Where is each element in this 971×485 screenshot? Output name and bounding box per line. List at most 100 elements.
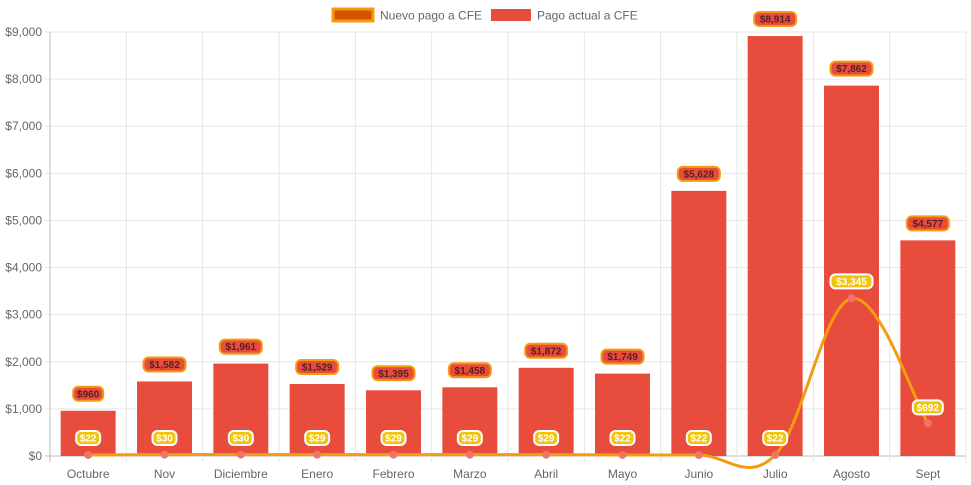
line-value-label-bg	[609, 430, 636, 446]
line-value-label: $22	[767, 434, 784, 445]
line-point[interactable]	[236, 450, 245, 459]
x-tick-label: Marzo	[453, 467, 487, 481]
bar-series	[60, 36, 956, 457]
x-tick-label: Octubre	[67, 467, 110, 481]
x-axis: Octubre Nov Diciembre Enero Febrero Marzo Abri…	[67, 467, 941, 481]
legend-label-actual: Pago actual a CFE	[537, 9, 638, 23]
x-tick-label: Nov	[154, 467, 175, 481]
line-point[interactable]	[847, 294, 856, 303]
line-value-label-bg	[762, 430, 789, 446]
line-value-label-bg	[151, 430, 178, 446]
bar-value-label: $8,914	[760, 15, 791, 26]
bar-value-label: $1,961	[226, 342, 257, 353]
bar-value-label-bg	[218, 338, 263, 355]
legend[interactable]: Nuevo pago a CFE Pago actual a CFE	[331, 7, 638, 23]
line-value-label: $22	[80, 434, 97, 445]
x-tick-label: Febrero	[372, 467, 414, 481]
bar-value-label-bg	[753, 11, 798, 28]
bar[interactable]	[824, 85, 879, 457]
y-tick-label: $3,000	[5, 308, 42, 322]
line-value-label-bg	[685, 430, 712, 446]
line-value-label-bg	[380, 430, 407, 446]
line-value-label: $22	[614, 434, 631, 445]
bar-value-label-bg	[295, 358, 340, 375]
x-tick-label: Abril	[534, 467, 558, 481]
line-value-label: $30	[232, 434, 249, 445]
line-point[interactable]	[389, 450, 398, 459]
bar-value-label: $4,577	[913, 219, 944, 230]
line-value-label: $29	[461, 434, 478, 445]
y-tick-label: $4,000	[5, 261, 42, 275]
line-value-label: $692	[917, 403, 940, 414]
line-value-label: $30	[156, 434, 173, 445]
bar-value-label: $7,862	[836, 64, 867, 75]
line-point[interactable]	[542, 450, 551, 459]
x-tick-label: Julio	[763, 467, 788, 481]
legend-swatch-nuevo	[331, 7, 375, 23]
bar-value-label: $960	[77, 389, 100, 400]
bar-value-label: $1,529	[302, 362, 333, 373]
line-value-label-bg	[533, 430, 560, 446]
bar-value-label-bg	[905, 215, 950, 232]
bar-value-label: $1,458	[455, 366, 486, 377]
y-tick-label: $8,000	[5, 72, 42, 86]
line-value-label-bg	[227, 430, 254, 446]
line-value-label-bg	[911, 399, 944, 416]
bar-value-label-bg	[676, 165, 721, 182]
line-point[interactable]	[84, 450, 93, 459]
bar[interactable]	[366, 390, 421, 456]
bar-value-label: $1,395	[378, 369, 409, 380]
x-tick-label: Sept	[915, 467, 940, 481]
bar-value-label-bg	[72, 385, 105, 402]
line-point[interactable]	[771, 450, 780, 459]
bar-value-label: $1,872	[531, 346, 562, 357]
legend-label-nuevo: Nuevo pago a CFE	[380, 9, 482, 23]
line-value-label: $29	[385, 434, 402, 445]
y-tick-label: $0	[29, 449, 43, 463]
y-tick-label: $5,000	[5, 213, 42, 227]
line-value-label: $29	[309, 434, 326, 445]
bar-value-label: $1,582	[149, 360, 180, 371]
legend-item-nuevo[interactable]: Nuevo pago a CFE	[331, 7, 482, 23]
x-tick-label: Agosto	[833, 467, 871, 481]
line-value-label-bg	[456, 430, 483, 446]
x-tick-label: Junio	[684, 467, 713, 481]
grid	[45, 31, 967, 462]
bar-value-label-bg	[524, 342, 569, 359]
line-value-label-bg	[829, 273, 874, 290]
line-point[interactable]	[618, 450, 627, 459]
bar-value-label-bg	[600, 348, 645, 365]
line-value-label: $3,345	[836, 277, 867, 288]
line-point[interactable]	[313, 450, 322, 459]
data-labels: $960 $1,582 $1,961 $1,529 $1,395 $1,458 $1,872…	[72, 11, 950, 446]
legend-item-actual[interactable]: Pago actual a CFE	[491, 9, 638, 23]
line-point[interactable]	[160, 450, 169, 459]
line-point[interactable]	[923, 419, 932, 428]
y-tick-label: $2,000	[5, 355, 42, 369]
y-axis: $0 $1,000 $2,000 $3,000 $4,000 $5,000 $6,000 $7…	[5, 25, 42, 463]
bar-value-label: $1,749	[607, 352, 638, 363]
line-series	[84, 294, 932, 469]
line-value-label-bg	[75, 430, 102, 446]
y-tick-label: $7,000	[5, 119, 42, 133]
bar-value-label-bg	[371, 365, 416, 382]
bar[interactable]	[671, 190, 727, 456]
bar-value-label-bg	[447, 362, 492, 379]
y-tick-label: $6,000	[5, 166, 42, 180]
bar-value-label-bg	[829, 60, 874, 77]
bar-value-label: $5,628	[684, 169, 715, 180]
line-point[interactable]	[694, 450, 703, 459]
x-tick-label: Diciembre	[214, 467, 268, 481]
y-tick-label: $1,000	[5, 402, 42, 416]
y-tick-label: $9,000	[5, 25, 42, 39]
line-value-label-bg	[304, 430, 331, 446]
line-value-label: $22	[690, 434, 707, 445]
line-value-label: $29	[538, 434, 555, 445]
x-tick-label: Enero	[301, 467, 333, 481]
line-point[interactable]	[465, 450, 474, 459]
bar-value-label-bg	[142, 356, 187, 373]
bar[interactable]	[747, 36, 803, 457]
x-tick-label: Mayo	[608, 467, 638, 481]
